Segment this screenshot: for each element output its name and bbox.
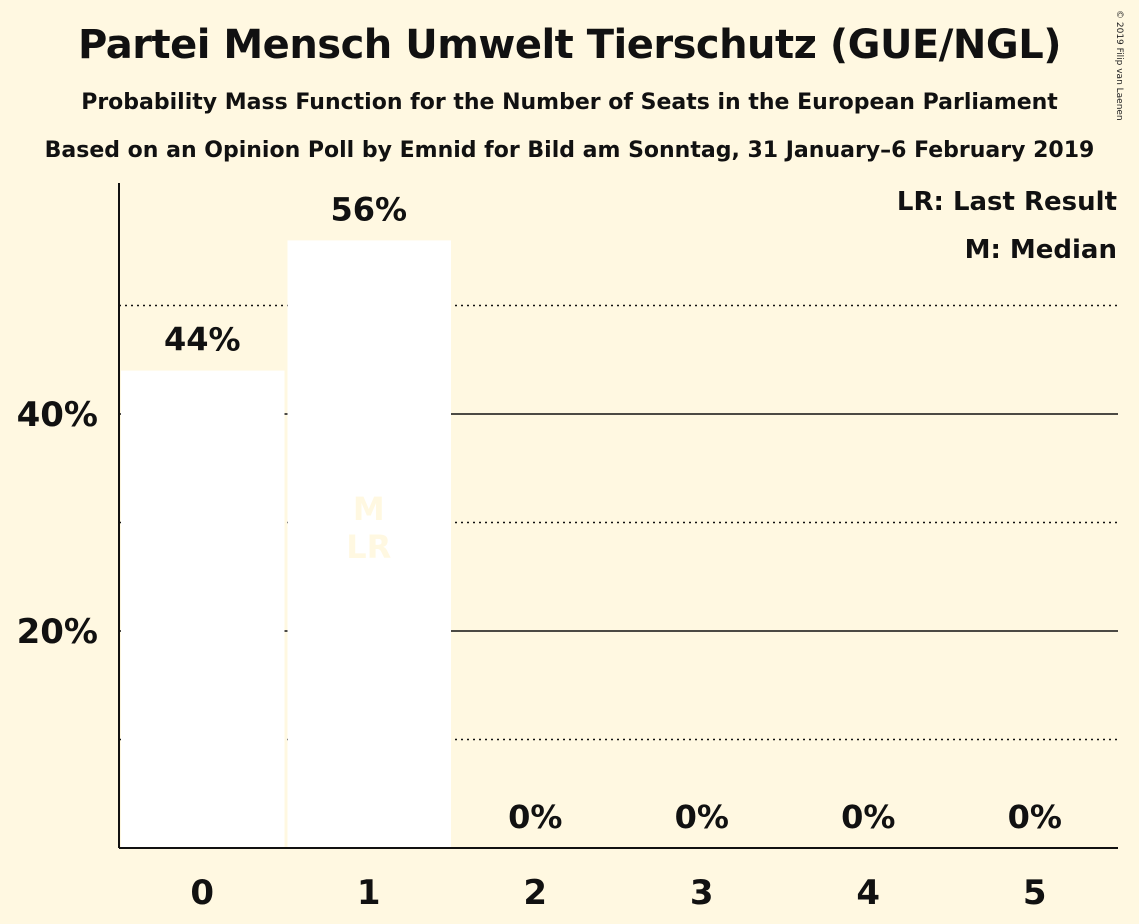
data-label: 0%	[508, 798, 562, 836]
x-tick-label: 0	[190, 873, 214, 913]
data-label: 0%	[675, 798, 729, 836]
legend-entry: M: Median	[965, 235, 1117, 265]
data-label: 0%	[1008, 798, 1062, 836]
x-tick-label: 4	[856, 873, 880, 913]
bar	[287, 240, 451, 848]
bar-marker-m: M	[353, 490, 385, 528]
chart-subtitle: Probability Mass Function for the Number…	[81, 90, 1058, 115]
y-tick-label: 20%	[17, 612, 98, 652]
chart-subtitle-source: Based on an Opinion Poll by Emnid for Bi…	[44, 138, 1095, 163]
legend-entry: LR: Last Result	[897, 187, 1117, 217]
x-tick-label: 2	[523, 873, 547, 913]
bar-marker-lr: LR	[346, 528, 391, 566]
data-label: 0%	[841, 798, 895, 836]
x-tick-label: 5	[1023, 873, 1047, 913]
y-tick-label: 40%	[17, 395, 98, 435]
data-label: 44%	[164, 321, 241, 359]
chart-title: Partei Mensch Umwelt Tierschutz (GUE/NGL…	[78, 22, 1061, 68]
data-label: 56%	[330, 190, 407, 228]
bar	[121, 370, 285, 848]
x-tick-label: 3	[690, 873, 714, 913]
x-tick-label: 1	[357, 873, 381, 913]
